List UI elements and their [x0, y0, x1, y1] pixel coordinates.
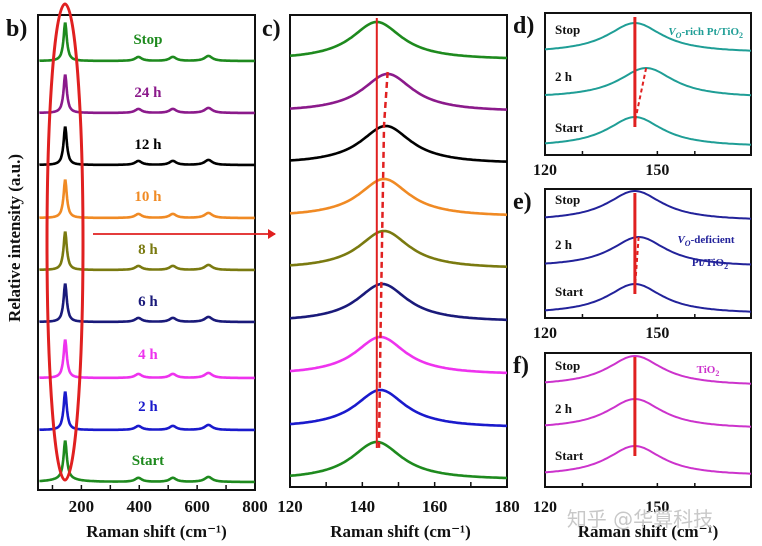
panel-d: d) 120 150 Stop 2 h Start VO-rich Pt/TiO2 [513, 12, 752, 179]
sample-name-label: 2 h [555, 237, 573, 252]
watermark-text: 知乎 @华算科技 [567, 507, 713, 531]
title-part: Pt/TiO [692, 257, 725, 269]
x-axis-title: Raman shift (cm⁻¹) [86, 522, 227, 541]
x-axis-title: Raman shift (cm⁻¹) [330, 522, 471, 541]
title-part: O [685, 239, 691, 248]
spectrum-line [544, 282, 752, 313]
panel-e-label: e) [513, 189, 532, 215]
sample-name-label: 2 h [555, 69, 573, 84]
x-tick-label: 120 [533, 499, 557, 516]
spectrum-line [39, 231, 255, 272]
spectrum-line [39, 126, 255, 167]
x-tick-label: 600 [184, 497, 210, 516]
x-tick-label: 400 [127, 497, 153, 516]
series-label: Start [132, 453, 165, 469]
spectrum-line [544, 354, 752, 385]
panel-e: e) 120 150 Stop 2 h Start VO-deficient Pt/TiO2 [513, 188, 752, 342]
x-tick-label: 150 [645, 325, 669, 342]
spectrum-line [544, 189, 752, 220]
panel-b: b) 200 400 600 800 Raman shift (cm⁻¹) Relative… [5, 2, 276, 541]
spectrum-line [544, 397, 752, 428]
title-part: TiO [697, 364, 716, 376]
sample-name-label: Start [555, 120, 584, 135]
panel-e-frame [544, 188, 752, 319]
title-part: 2 [739, 31, 743, 40]
title-part: -deficient [691, 234, 735, 246]
sample-name-label: Start [555, 284, 584, 299]
panel-f: f) 120 150 Stop 2 h Start TiO2 [513, 352, 752, 516]
panel-d-label: d) [513, 13, 534, 39]
spectrum-line [544, 21, 752, 52]
spectrum-line [289, 229, 508, 269]
x-tick-label: 150 [645, 162, 669, 179]
shift-dashed-line [377, 71, 389, 449]
spectrum-line [39, 283, 255, 324]
x-tick-label: 120 [533, 162, 557, 179]
series-label: 6 h [138, 294, 158, 310]
spectrum-line [39, 179, 255, 220]
x-tick-label: 150 [645, 499, 669, 516]
spectrum-line [39, 74, 255, 115]
arrow-head-icon [268, 229, 276, 239]
sample-name-label: Stop [555, 358, 580, 373]
spectrum-line [544, 235, 752, 266]
spectrum-line [544, 115, 752, 146]
sample-name-label: Stop [555, 22, 580, 37]
spectrum-line [544, 444, 752, 475]
sample-name-label: Stop [555, 192, 580, 207]
panel-c-label: c) [262, 16, 281, 42]
spectrum-line [289, 124, 508, 163]
series-label: 8 h [138, 242, 158, 258]
panel-b-label: b) [6, 16, 27, 42]
panel-e-title-line2: Pt/TiO2 [692, 257, 728, 271]
title-part: 2 [724, 262, 728, 271]
shift-dashed-line [633, 67, 648, 123]
title-part: 2 [715, 369, 719, 378]
panel-b-frame [37, 14, 256, 491]
series-label: 12 h [134, 137, 162, 153]
spectrum-line [289, 440, 508, 480]
title-part: V [677, 234, 686, 246]
spectrum-line [39, 440, 255, 484]
series-label: 24 h [134, 85, 162, 101]
x-tick-label: 180 [494, 497, 520, 516]
spectrum-line [289, 335, 508, 375]
x-tick-label: 200 [69, 497, 95, 516]
x-tick-label: 140 [350, 497, 376, 516]
panel-f-label: f) [513, 353, 529, 379]
spectrum-line [39, 339, 255, 380]
sample-name-label: Start [555, 448, 584, 463]
panel-c-frame [289, 14, 508, 488]
title-part: V [668, 26, 677, 38]
shift-dashed-line [633, 236, 640, 290]
spectrum-line [289, 20, 508, 60]
title-part: -rich Pt/TiO [681, 26, 739, 38]
highlight-ellipse [45, 2, 85, 482]
panel-d-frame [544, 12, 752, 156]
panel-f-frame [544, 352, 752, 488]
series-label: 2 h [138, 399, 158, 415]
series-label: 4 h [138, 347, 158, 363]
panel-f-title: TiO2 [697, 364, 720, 378]
panel-d-title: VO-rich Pt/TiO2 [668, 26, 743, 40]
x-tick-label: 120 [533, 325, 557, 342]
spectrum-line [289, 177, 508, 217]
spectrum-line [289, 72, 507, 111]
panel-c: c) 120 140 160 180 Raman shift (cm⁻¹) [262, 14, 520, 541]
sample-name-label: 2 h [555, 401, 573, 416]
panel-e-title: VO-deficient [677, 234, 734, 248]
spectrum-line [289, 282, 507, 322]
series-label: 10 h [134, 189, 162, 205]
spectrum-line [289, 388, 508, 428]
series-label: Stop [133, 32, 162, 48]
x-tick-label: 160 [422, 497, 448, 516]
x-tick-label: 800 [242, 497, 268, 516]
spectrum-line [544, 66, 752, 97]
x-axis-title: Raman shift (cm⁻¹) [578, 522, 719, 541]
title-part: O [676, 31, 682, 40]
x-tick-label: 120 [277, 497, 303, 516]
y-axis-title: Relative intensity (a.u.) [5, 154, 24, 322]
